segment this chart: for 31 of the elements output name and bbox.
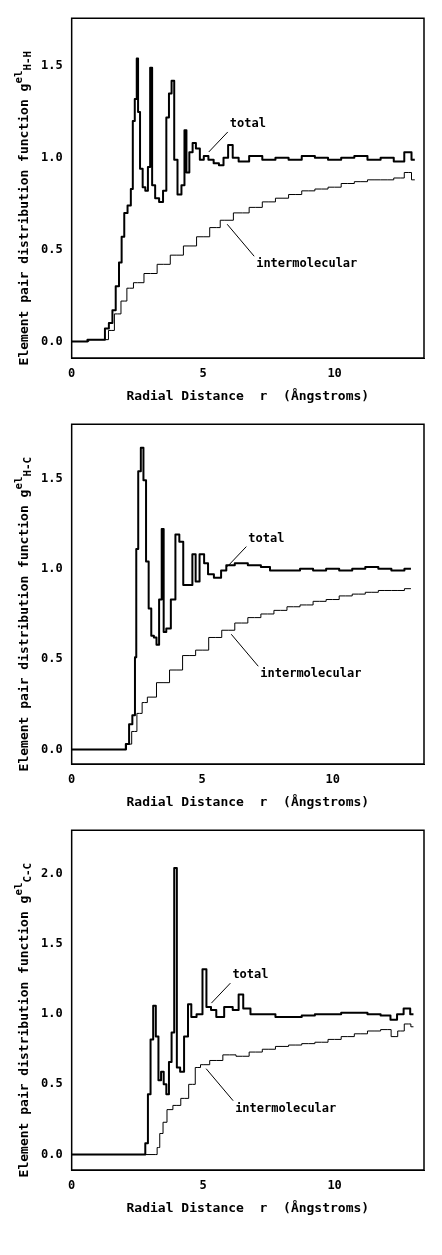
y-tick-label: 0.5 [40, 651, 63, 666]
x-axis-title: Radial Distance r (Ångstroms) [126, 387, 370, 403]
y-tick-label: 0.5 [40, 241, 63, 256]
y-tick-label: 1.5 [40, 58, 63, 73]
x-tick-label: 10 [327, 1178, 342, 1193]
y-tick-label: 1.0 [40, 560, 63, 575]
y-tick-label: 0.5 [40, 1076, 63, 1091]
annotation: total [248, 530, 285, 545]
y-tick-label: 0.0 [40, 333, 63, 348]
x-tick-label: 10 [327, 366, 342, 381]
x-tick-label: 0 [68, 1178, 76, 1193]
y-tick-label: 1.0 [40, 1006, 63, 1021]
x-axis-title: Radial Distance r (Ångstroms) [126, 1199, 370, 1215]
x-axis-title: Radial Distance r (Ångstroms) [126, 793, 370, 809]
y-tick-label: 1.5 [40, 470, 63, 485]
x-tick-label: 0 [68, 366, 76, 381]
annotation: intermolecular [260, 666, 362, 681]
y-tick-label: 0.0 [40, 741, 63, 756]
x-tick-label: 10 [325, 772, 340, 787]
y-tick-label: 1.5 [40, 936, 63, 951]
y-tick-label: 2.0 [40, 865, 63, 880]
annotation: total [232, 967, 269, 982]
y-tick-label: 1.0 [40, 149, 63, 164]
x-tick-label: 5 [199, 366, 207, 381]
x-tick-label: 5 [199, 1178, 207, 1193]
x-tick-label: 0 [68, 772, 76, 787]
annotation: total [229, 116, 266, 131]
y-tick-label: 0.0 [40, 1146, 63, 1161]
annotation: intermolecular [235, 1100, 337, 1115]
x-tick-label: 5 [198, 772, 206, 787]
annotation: intermolecular [256, 256, 358, 271]
